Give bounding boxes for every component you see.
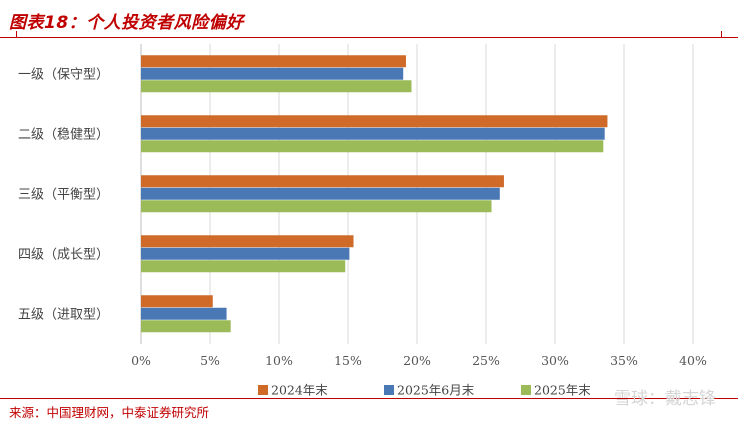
bar-2-0 <box>141 175 504 188</box>
bar-1-0 <box>141 115 608 128</box>
category-label-2: 三级（平衡型） <box>18 188 109 203</box>
bar-0-2 <box>141 80 412 93</box>
source-note: 来源：中国理财网，中泰证券研究所 <box>9 405 210 420</box>
bar-2-2 <box>141 200 492 213</box>
header-rule <box>0 37 738 38</box>
legend-swatch-0 <box>258 385 268 395</box>
bar-3-1 <box>141 247 350 260</box>
x-tick-label-7: 35% <box>610 353 638 368</box>
bar-4-2 <box>141 320 231 333</box>
x-tick-label-2: 10% <box>265 353 293 368</box>
bar-3-2 <box>141 260 346 273</box>
x-tick-label-3: 15% <box>334 353 362 368</box>
bar-0-1 <box>141 67 404 80</box>
bar-4-1 <box>141 307 227 320</box>
bar-1-1 <box>141 127 605 140</box>
watermark: 雪球：戴志锋 <box>614 389 716 409</box>
bar-4-0 <box>141 295 213 308</box>
chart-title: 图表18：个人投资者风险偏好 <box>9 13 244 33</box>
x-tick-label-6: 30% <box>541 353 569 368</box>
category-label-0: 一级（保守型） <box>18 68 109 83</box>
bar-3-0 <box>141 235 354 248</box>
legend-label-2: 2025年末 <box>534 383 591 398</box>
x-tick-label-1: 5% <box>200 353 220 368</box>
header-tick-right <box>721 31 722 37</box>
bar-0-0 <box>141 55 406 68</box>
x-tick-label-8: 40% <box>679 353 707 368</box>
legend-swatch-2 <box>521 385 531 395</box>
header-tick-left <box>16 31 17 37</box>
category-label-3: 四级（成长型） <box>18 248 109 263</box>
x-tick-label-4: 20% <box>403 353 431 368</box>
x-tick-label-0: 0% <box>131 353 151 368</box>
bar-1-2 <box>141 140 604 153</box>
legend-swatch-1 <box>384 385 394 395</box>
legend-label-0: 2024年末 <box>271 383 328 398</box>
legend-label-1: 2025年6月末 <box>397 383 475 398</box>
category-label-1: 二级（稳健型） <box>18 127 109 143</box>
category-label-4: 五级（进取型） <box>18 308 109 323</box>
footer-rule <box>0 398 738 399</box>
x-tick-label-5: 25% <box>472 353 500 368</box>
bar-2-1 <box>141 187 500 200</box>
